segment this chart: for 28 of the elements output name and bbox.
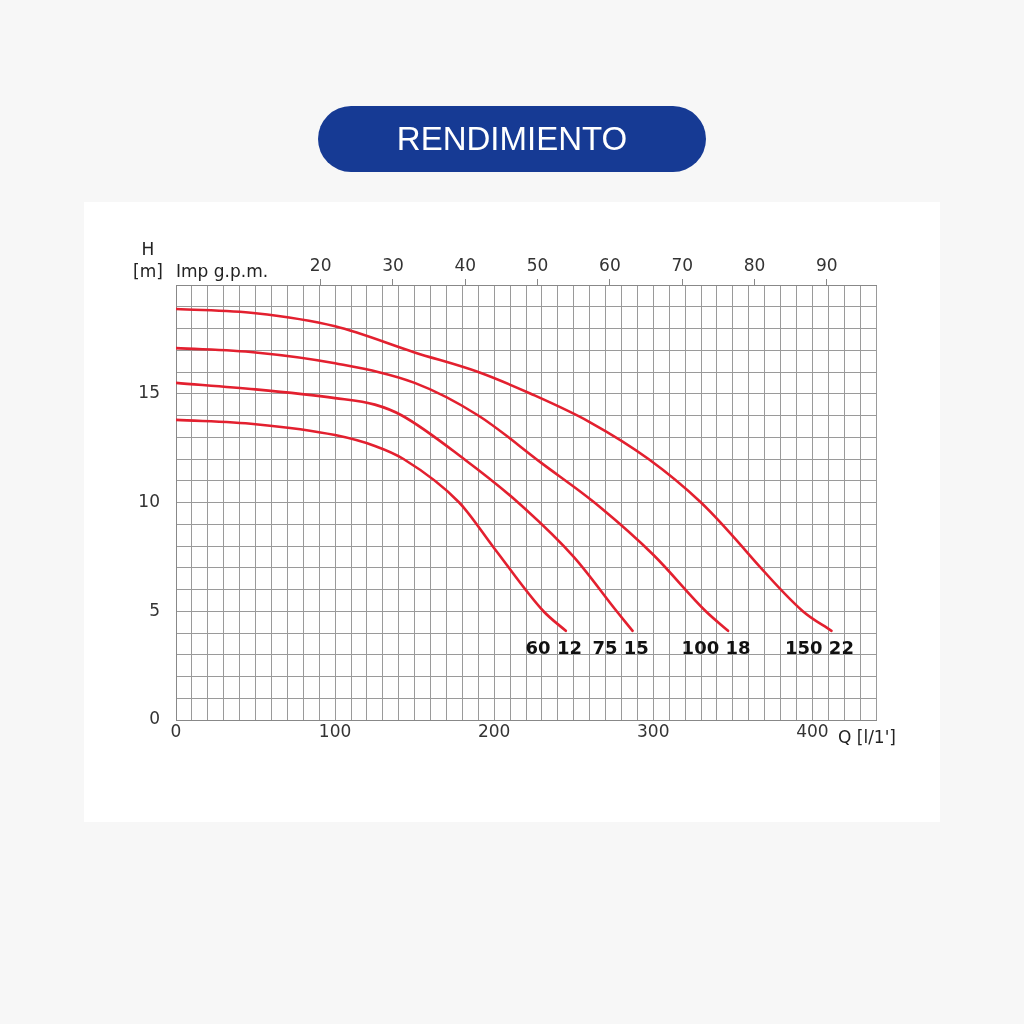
x2-tick-label: 40 [454, 255, 477, 276]
x2-axis-title: Imp g.p.m. [176, 260, 269, 281]
x2-tick-label: 80 [743, 255, 766, 276]
x-tick-label: 200 [477, 720, 511, 741]
x2-tick-label: 50 [526, 255, 549, 276]
x-tick-label: 400 [796, 720, 829, 741]
series-label: 75 15 [592, 637, 649, 659]
line-series [176, 418, 568, 633]
chart-title: RENDIMIENTO [318, 106, 706, 172]
x-tick-label: 100 [318, 720, 352, 741]
x2-tick-label: 90 [816, 255, 838, 276]
x2-tick-label: 20 [309, 255, 332, 276]
x-tick-label: 300 [637, 720, 670, 741]
x2-tick-label: 60 [599, 255, 621, 276]
x2-tick-label: 30 [382, 255, 404, 276]
y-tick-label: 10 [138, 490, 160, 511]
y-tick-label: 5 [149, 599, 160, 620]
x2-tick-label: 70 [671, 255, 694, 276]
y-tick-label: 15 [138, 382, 160, 403]
series-label: 100 18 [681, 637, 751, 659]
x-axis-title: Q [l/1'] [838, 726, 896, 747]
series-label: 60 12 [525, 637, 582, 659]
y-axis-title: H [m] [133, 238, 163, 281]
line-series [176, 307, 833, 633]
x-tick-label: 0 [170, 720, 182, 741]
line-series [176, 346, 730, 633]
series-label: 150 22 [785, 637, 854, 659]
line-series [176, 381, 634, 633]
